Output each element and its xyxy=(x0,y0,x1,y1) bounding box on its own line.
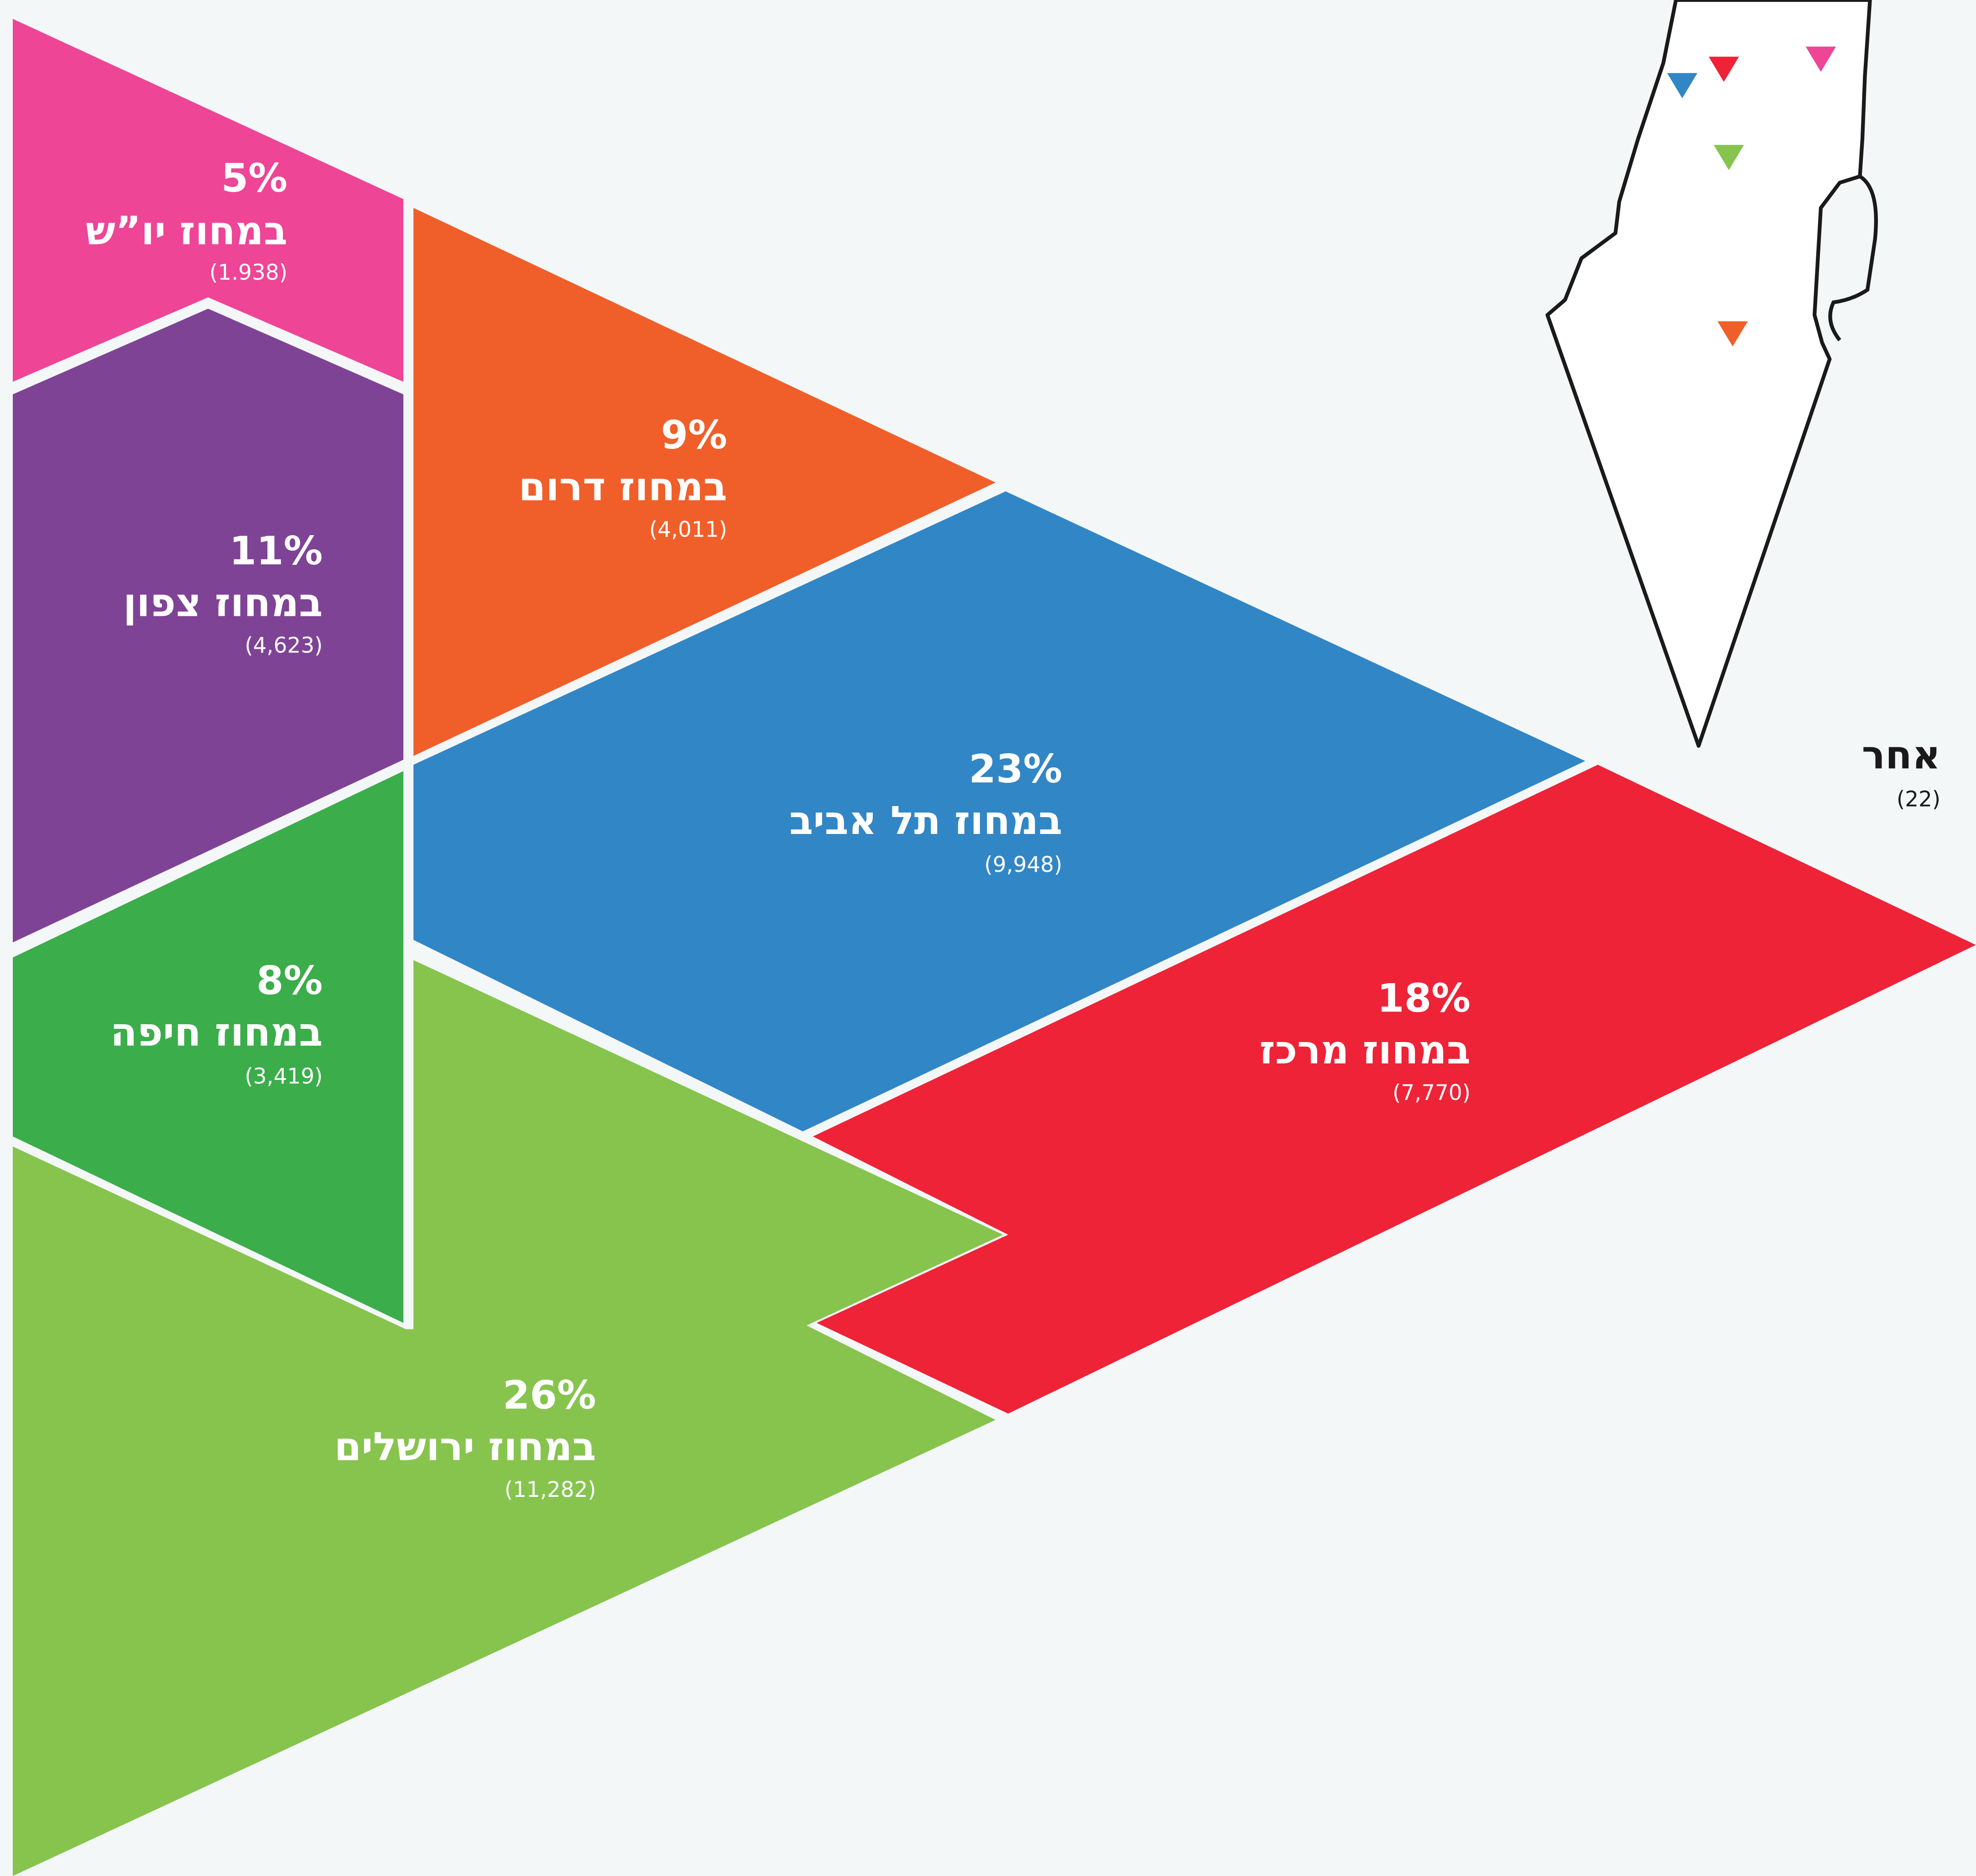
percent: 5% xyxy=(221,156,287,201)
region-name: במחוז ירושלים xyxy=(334,1425,596,1470)
count: (4,623) xyxy=(245,633,323,658)
count: (1.938) xyxy=(209,260,287,285)
region-name: במחוז חיפה xyxy=(110,1010,323,1055)
region-shape xyxy=(413,208,996,756)
percent: 8% xyxy=(256,959,323,1004)
count: (11,282) xyxy=(505,1477,596,1502)
map-marker xyxy=(1667,73,1698,99)
map xyxy=(1545,0,1872,748)
region-name: במחוז מרכז xyxy=(1260,1028,1471,1073)
map-marker xyxy=(1709,57,1739,82)
map-marker xyxy=(1714,145,1744,170)
percent: 9% xyxy=(661,413,727,458)
count: (3,419) xyxy=(245,1064,323,1089)
percent: 18% xyxy=(1377,976,1470,1021)
other-name: אחר xyxy=(1862,733,1941,778)
region-shape xyxy=(13,19,404,382)
map-marker xyxy=(1805,47,1836,72)
map-marker xyxy=(1717,321,1748,347)
region-shape xyxy=(13,308,404,943)
region-name: במחוז דרום xyxy=(519,464,727,510)
region-shape xyxy=(13,771,404,1323)
region-shape xyxy=(13,960,1003,1876)
percent: 26% xyxy=(503,1373,596,1418)
other-count: (22) xyxy=(1897,787,1940,812)
percent: 11% xyxy=(229,529,323,574)
map-border xyxy=(1828,175,1878,342)
percent: 23% xyxy=(969,747,1063,792)
count: (9,948) xyxy=(984,852,1062,877)
count: (4,011) xyxy=(649,517,727,542)
region-name: במחוז יו”ש xyxy=(86,209,287,254)
count: (7,770) xyxy=(1392,1080,1470,1105)
region-shape xyxy=(813,765,1976,1414)
region-name: במחוז תל אביב xyxy=(789,798,1062,844)
region-name: במחוז צפון xyxy=(123,580,323,625)
region-shape xyxy=(413,491,1585,1131)
